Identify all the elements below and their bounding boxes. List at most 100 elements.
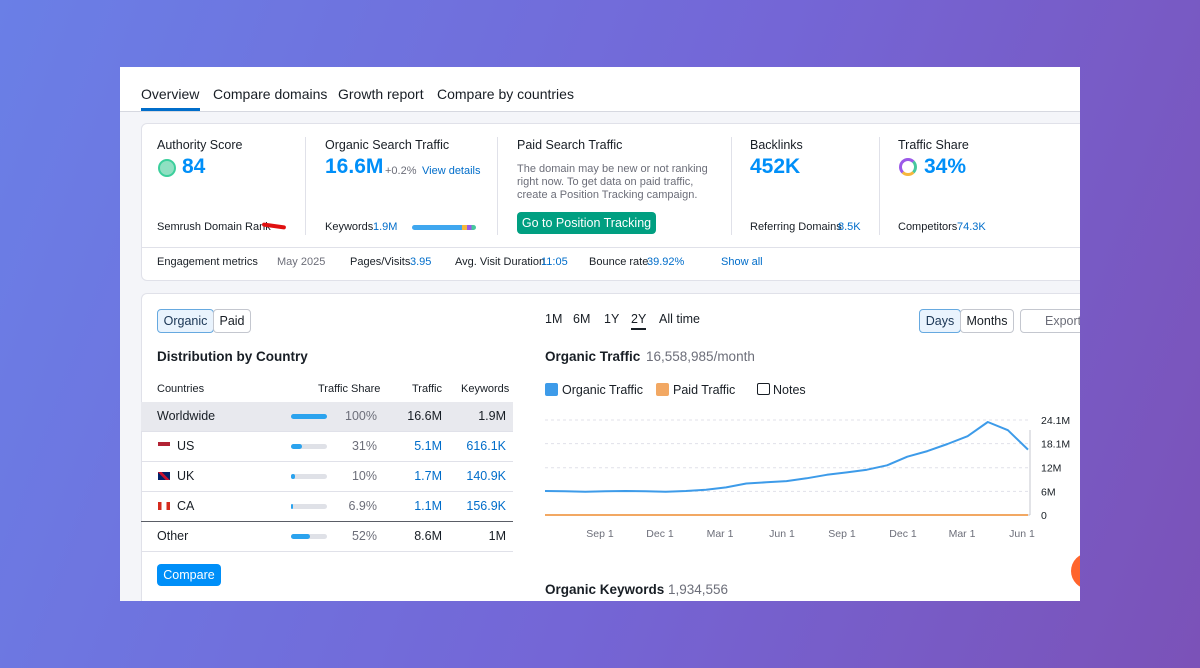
y-tick-label: 24.1M <box>1041 415 1070 427</box>
metric-footer-value: 8.5K <box>838 221 861 233</box>
metric-footer: Referring Domains <box>750 221 842 233</box>
engagement-value: 3.95 <box>410 256 432 268</box>
traffic[interactable]: 1.7M <box>414 469 442 483</box>
x-tick-label: Jun 1 <box>1009 528 1035 540</box>
period[interactable]: All time <box>659 312 700 326</box>
row-border <box>141 491 513 492</box>
chart-subtitle: 16,558,985/month <box>646 349 755 364</box>
traffic[interactable]: 1.1M <box>414 499 442 513</box>
metric-label: Backlinks <box>750 138 803 152</box>
x-tick-label: Dec 1 <box>646 528 674 540</box>
period[interactable]: 1Y <box>604 312 620 326</box>
country: Other <box>157 529 189 543</box>
toggle[interactable]: Paid <box>213 309 251 333</box>
share-label: 100% <box>345 409 377 423</box>
flag <box>158 442 170 450</box>
x-tick-label: Mar 1 <box>949 528 976 540</box>
metric-label: Organic Search Traffic <box>325 138 450 152</box>
y-tick-label: 6M <box>1041 486 1056 498</box>
x-tick-label: Sep 1 <box>828 528 856 540</box>
x-tick-label: Jun 1 <box>769 528 795 540</box>
keywords[interactable]: 156.9K <box>466 499 506 513</box>
legend-label: Organic Traffic <box>562 383 644 397</box>
country: UK <box>177 469 195 483</box>
traffic[interactable]: 5.1M <box>414 439 442 453</box>
keywords[interactable]: 140.9K <box>466 469 506 483</box>
share-label: 31% <box>351 439 377 453</box>
legend-checkbox[interactable] <box>545 383 558 396</box>
metric-text: The domain may be new or not ranking <box>517 163 708 175</box>
button[interactable]: Go to Position Tracking <box>517 212 656 234</box>
share-label: 6.9% <box>348 499 378 513</box>
donut-icon <box>899 158 917 176</box>
flag <box>158 472 170 480</box>
metric-footer-value: 74.3K <box>957 221 986 233</box>
engagement-item: Bounce rate <box>589 256 649 268</box>
x-tick-label: Mar 1 <box>707 528 734 540</box>
metric-change: +0.2% <box>385 165 417 177</box>
engagement-label: Engagement metrics <box>157 256 258 268</box>
period[interactable]: 6M <box>573 312 591 326</box>
link[interactable]: View details <box>422 165 481 177</box>
column-header: Traffic <box>412 383 442 395</box>
metric-footer-value: 1.9M <box>373 221 398 233</box>
chat-button[interactable] <box>1071 553 1080 589</box>
separator <box>497 137 498 235</box>
toggle[interactable]: Months <box>960 309 1014 333</box>
tab[interactable]: Compare by countries <box>437 86 574 102</box>
y-tick-label: 12M <box>1041 463 1061 475</box>
separator <box>731 137 732 235</box>
flag <box>158 502 170 510</box>
row-border <box>141 431 513 432</box>
toggle[interactable]: Days <box>919 309 961 333</box>
separator <box>305 137 306 235</box>
metric-value: 34% <box>924 155 967 178</box>
metric-label: Authority Score <box>157 138 243 152</box>
share-bar <box>291 504 294 509</box>
chart-title: Organic Traffic <box>545 349 641 364</box>
panel: Overview Compare domains Growth report C… <box>120 67 1080 601</box>
engagement-item: Avg. Visit Duration <box>455 256 546 268</box>
column-header: Traffic Share <box>318 383 381 395</box>
y-tick-label: 0 <box>1041 510 1047 522</box>
metric-value: 16.6M <box>325 155 384 178</box>
line <box>544 421 1029 493</box>
share-track <box>291 474 327 479</box>
share-bar <box>291 474 295 479</box>
period[interactable]: 2Y <box>631 312 647 330</box>
notes[interactable]: Notes <box>773 383 806 397</box>
button[interactable]: Compare <box>157 564 221 586</box>
metric-value: 84 <box>182 155 206 178</box>
share-bar <box>291 534 310 539</box>
tab[interactable]: Overview <box>141 86 200 102</box>
link[interactable]: Show all <box>721 256 763 268</box>
section-title: Distribution by Country <box>157 349 308 364</box>
column-header: Countries <box>157 383 205 395</box>
engagement-date: May 2025 <box>277 256 326 268</box>
y-tick-label: 18.1M <box>1041 439 1070 451</box>
legend-checkbox[interactable] <box>656 383 669 396</box>
keywords[interactable]: 616.1K <box>466 439 506 453</box>
metric-footer: Keywords <box>325 221 374 233</box>
row-border <box>141 551 513 552</box>
tab[interactable]: Compare domains <box>213 86 328 102</box>
share-track <box>291 504 327 509</box>
tab-bar <box>120 67 1080 112</box>
column-header: Keywords <box>461 383 510 395</box>
tab[interactable]: Growth report <box>338 86 424 102</box>
traffic: 16.6M <box>407 409 442 423</box>
engagement-item: Pages/Visits <box>350 256 411 268</box>
tab-underline <box>141 108 200 111</box>
share-bar <box>291 414 327 419</box>
chart: 0 6M 12M 18.1M 24.1M Sep 1 Dec 1 Mar 1 Jun 1 Sep … <box>544 415 1070 540</box>
engagement-value: 39.92% <box>647 256 685 268</box>
legend-label: Paid Traffic <box>673 383 736 397</box>
toggle[interactable]: Organic <box>157 309 214 333</box>
country: Worldwide <box>157 409 216 423</box>
metric-footer: Competitors <box>898 221 958 233</box>
period[interactable]: 1M <box>545 312 563 326</box>
share-label: 10% <box>351 469 377 483</box>
traffic: 8.6M <box>414 529 442 543</box>
button[interactable]: Export <box>1020 309 1080 333</box>
